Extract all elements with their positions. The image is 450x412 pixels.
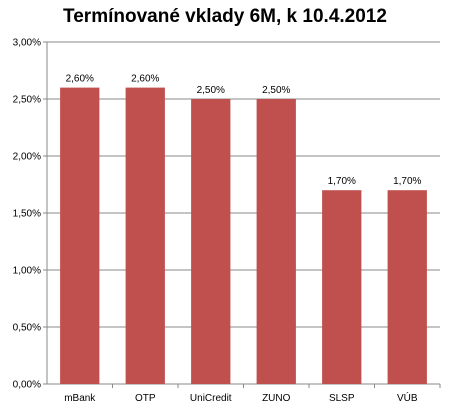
data-label: 2,60% [131, 74, 159, 85]
x-tick-label: UniCredit [190, 393, 232, 404]
y-tick-label: 3,00% [13, 38, 41, 49]
y-tick-label: 1,50% [13, 209, 41, 220]
chart-title: Termínované vklady 6M, k 10.4.2012 [63, 6, 387, 27]
y-tick-label: 1,00% [13, 266, 41, 277]
data-label: 2,50% [262, 85, 290, 96]
y-tick-label: 2,50% [13, 95, 41, 106]
x-tick-label: ZUNO [262, 393, 291, 404]
bar-vúb [387, 190, 427, 384]
data-label: 2,60% [66, 74, 94, 85]
x-tick-label: OTP [135, 393, 156, 404]
data-label: 1,70% [328, 176, 356, 187]
bar-unicredit [191, 99, 231, 384]
bar-zuno [256, 99, 296, 384]
x-tick-label: mBank [64, 393, 96, 404]
data-label: 1,70% [393, 176, 421, 187]
y-tick-label: 0,00% [13, 380, 41, 391]
x-tick-label: SLSP [329, 393, 355, 404]
y-tick-label: 0,50% [13, 323, 41, 334]
bar-slsp [322, 190, 362, 384]
x-tick-label: VÚB [397, 391, 418, 404]
bar-otp [125, 87, 165, 384]
data-label: 2,50% [197, 85, 225, 96]
y-tick-label: 2,00% [13, 152, 41, 163]
bar-mbank [60, 87, 100, 384]
